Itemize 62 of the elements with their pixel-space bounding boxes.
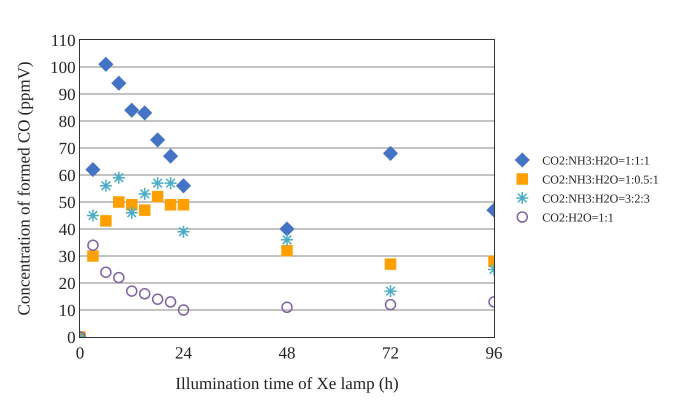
point (150, 176, 164, 190)
y-tick-label: 10 (58, 300, 76, 320)
point (138, 288, 150, 300)
y-tick-label: 90 (58, 84, 76, 104)
y-tick-label: 100 (50, 58, 76, 77)
y-tick-label: 40 (58, 220, 76, 239)
point (112, 76, 126, 90)
point (384, 284, 398, 298)
y-tick-label: 50 (58, 192, 76, 212)
y-tick-label: 0 (67, 328, 76, 347)
point (176, 224, 190, 238)
legend-label: CO2:H2O=1:1 (542, 210, 614, 225)
point (87, 250, 99, 262)
point (280, 222, 294, 236)
point (281, 302, 293, 314)
y-tick-label: 70 (58, 138, 76, 158)
y-tick-label: 30 (58, 246, 76, 266)
x-axis-title: Illumination time of Xe lamp (h) (175, 374, 399, 393)
point (87, 239, 99, 251)
y-tick-label: 80 (58, 112, 76, 131)
y-tick-label: 60 (58, 166, 76, 185)
point (163, 148, 178, 164)
point (86, 162, 100, 177)
point (100, 215, 112, 227)
point (138, 187, 152, 201)
legend-label: CO2:NH3:H2O=3:2:3 (542, 192, 650, 206)
point (137, 106, 152, 120)
y-axis-title: Concentration of formed CO (ppmV) (14, 62, 34, 316)
point (178, 304, 190, 316)
point (281, 244, 293, 256)
legend-label: CO2:NH3:H2O=1:0.5:1 (542, 172, 659, 187)
point (126, 198, 138, 210)
point (164, 198, 176, 210)
point (176, 178, 191, 194)
point (152, 190, 164, 202)
y-tick-label: 110 (50, 30, 76, 50)
point (99, 179, 113, 193)
point (126, 285, 138, 297)
point (86, 208, 100, 222)
y-tick-label: 20 (58, 274, 76, 293)
x-tick-label: 48 (278, 343, 296, 362)
point (280, 233, 294, 247)
point (100, 266, 112, 278)
legend-label: CO2:NH3:H2O=1:1:1 (542, 154, 650, 168)
point (124, 102, 139, 118)
point (384, 258, 396, 270)
point (138, 204, 150, 216)
point (113, 196, 125, 208)
point (178, 198, 190, 210)
point (150, 132, 165, 148)
point (98, 57, 114, 72)
point (383, 146, 398, 161)
point (125, 206, 138, 220)
x-tick-label: 96 (486, 343, 502, 362)
point (164, 176, 178, 190)
x-tick-label: 24 (175, 343, 192, 362)
point (384, 298, 396, 310)
point (113, 272, 125, 284)
x-tick-label: 72 (382, 343, 399, 362)
point (112, 170, 126, 184)
point (164, 296, 176, 308)
point (152, 293, 164, 305)
